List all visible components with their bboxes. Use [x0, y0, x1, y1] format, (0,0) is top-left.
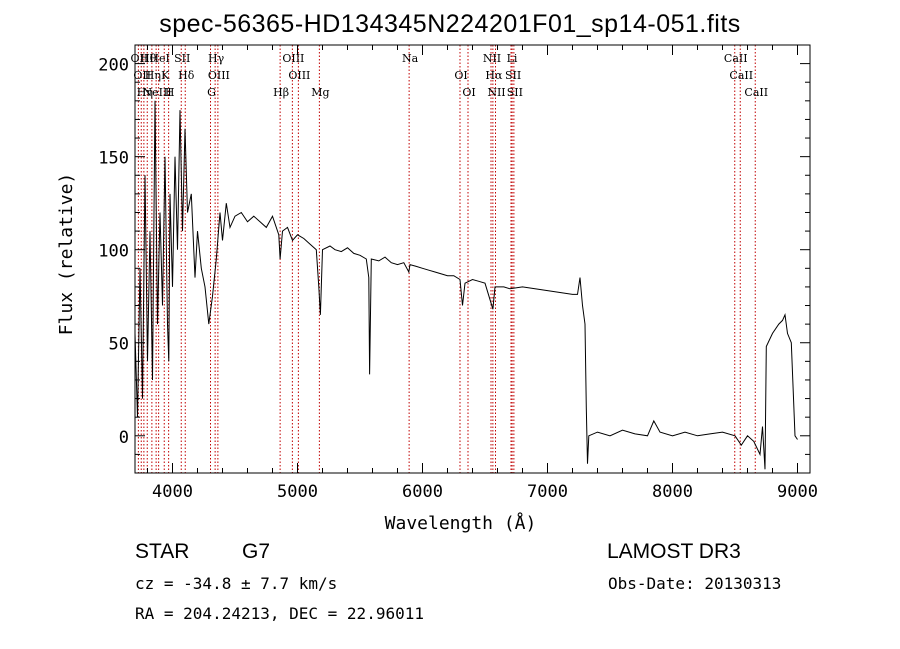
line-label-29: CaII	[744, 86, 768, 99]
line-label-13: OIII	[208, 69, 230, 82]
line-label-25: SII	[505, 69, 521, 82]
x-tick-label-7000: 7000	[527, 482, 568, 502]
survey-label: LAMOST DR3	[607, 540, 741, 563]
line-label-28: CaII	[729, 69, 753, 82]
line-label-26: SII	[507, 86, 523, 99]
line-label-5: NeIII	[143, 86, 172, 99]
line-label-19: OI	[454, 69, 467, 82]
y-tick-label-100: 100	[98, 242, 129, 262]
spectrum-line	[134, 100, 798, 470]
line-label-17: Mg	[311, 86, 329, 99]
y-tick-label-0: 0	[119, 428, 129, 448]
line-label-14: Hβ	[273, 86, 289, 99]
line-label-24: Li	[507, 52, 518, 65]
line-label-20: OI	[462, 86, 475, 99]
line-label-2: Hη	[137, 86, 153, 99]
line-label-8: H	[165, 86, 175, 99]
coordinates: RA = 204.24213, DEC = 22.96011	[135, 604, 424, 623]
line-label-15: OIII	[282, 52, 304, 65]
object-class: STAR	[135, 540, 190, 563]
line-label-4: Hη	[145, 69, 161, 82]
line-label-18: Na	[402, 52, 419, 65]
chart-title: spec-56365-HD134345N224201F01_sp14-051.f…	[159, 10, 741, 38]
line-label-12: Hγ	[208, 52, 225, 65]
line-label-6: HeI	[149, 52, 169, 65]
redshift-velocity: cz = -34.8 ± 7.7 km/s	[135, 574, 338, 593]
line-label-10: Hδ	[178, 69, 195, 82]
line-label-27: CaII	[724, 52, 748, 65]
x-tick-label-6000: 6000	[402, 482, 443, 502]
line-label-11: G	[207, 86, 216, 99]
line-label-9: SII	[174, 52, 190, 65]
line-label-23: NII	[487, 86, 505, 99]
line-label-3: Hθ	[140, 52, 157, 65]
y-tick-label-200: 200	[98, 56, 129, 76]
y-axis-label: Flux (relative)	[56, 173, 77, 336]
x-tick-label-4000: 4000	[152, 482, 193, 502]
plot-frame	[134, 44, 811, 474]
y-tick-label-150: 150	[98, 149, 129, 169]
line-label-21: NII	[483, 52, 501, 65]
line-label-22: Hα	[485, 69, 503, 82]
x-tick-label-9000: 9000	[777, 482, 818, 502]
line-label-1: OII	[133, 69, 151, 82]
x-tick-label-5000: 5000	[277, 482, 318, 502]
x-axis-label: Wavelength (Å)	[385, 512, 537, 534]
observation-date: Obs-Date: 20130313	[608, 574, 782, 593]
y-tick-label-50: 50	[109, 335, 129, 355]
x-tick-label-8000: 8000	[652, 482, 693, 502]
subclass: G7	[242, 540, 271, 563]
line-label-16: OIII	[288, 69, 310, 82]
line-label-7: K	[161, 69, 170, 82]
